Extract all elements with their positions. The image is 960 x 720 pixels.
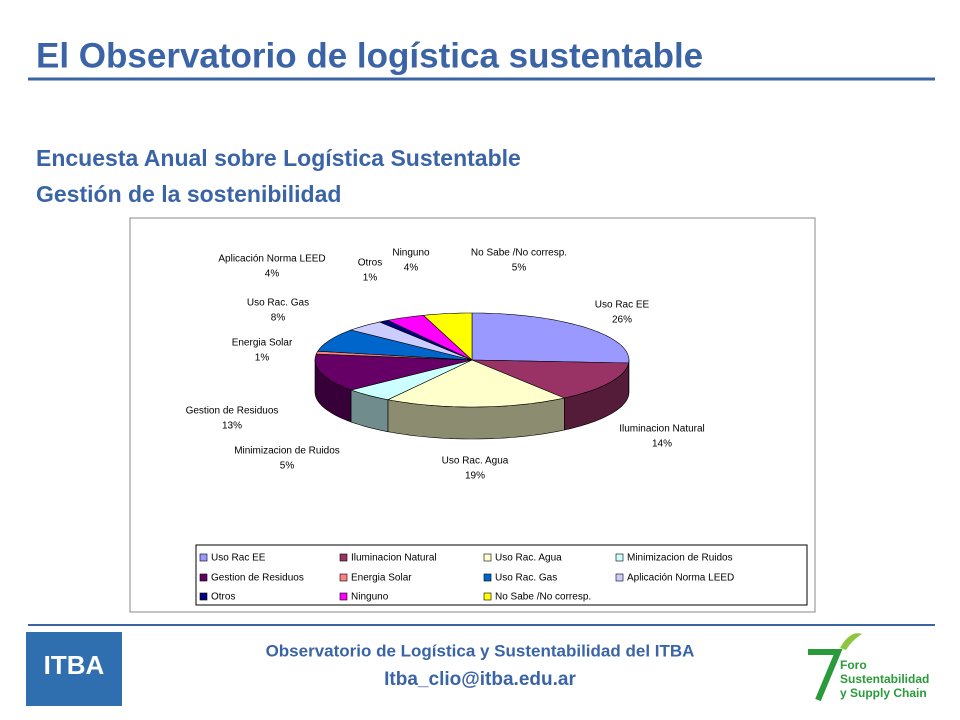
footer-email: Itba_clio@itba.edu.ar xyxy=(384,669,576,690)
pie-slice xyxy=(471,359,630,399)
legend-label: Uso Rac. Gas xyxy=(495,573,557,584)
subtitle: Gestión de la sostenibilidad xyxy=(36,181,341,207)
data-label-name: Uso Rac. Agua xyxy=(442,456,509,467)
legend-swatch xyxy=(199,553,208,562)
legend-label: Minimizacion de Ruidos xyxy=(627,553,733,564)
data-label-value: 4% xyxy=(265,269,280,280)
legend-swatch xyxy=(199,592,208,601)
data-label-value: 1% xyxy=(363,273,378,284)
data-label-value: 8% xyxy=(271,313,286,324)
slide-title: El Observatorio de logística sustentable xyxy=(36,36,703,75)
footer-text: Observatorio de Logística y Sustentabili… xyxy=(266,641,695,660)
itba-logo xyxy=(26,632,122,706)
data-label-value: 1% xyxy=(255,353,270,364)
pie-slice xyxy=(471,312,630,364)
data-label-name: Energia Solar xyxy=(232,338,293,349)
legend-swatch xyxy=(615,573,624,582)
pie-slice xyxy=(386,314,473,361)
legend-label: Energia Solar xyxy=(351,573,412,584)
data-label-name: Uso Rac. Gas xyxy=(247,298,309,309)
legend-label: Otros xyxy=(211,592,235,603)
legend-swatch xyxy=(483,573,492,582)
pie-slice xyxy=(314,353,473,391)
data-label-name: Otros xyxy=(358,258,382,269)
legend-label: Uso Rac. Agua xyxy=(495,553,562,564)
legend-label: No Sabe /No corresp. xyxy=(495,592,591,603)
data-label-value: 5% xyxy=(280,461,295,472)
data-label-name: Aplicación Norma LEED xyxy=(218,254,325,265)
legend-label: Aplicación Norma LEED xyxy=(627,573,734,584)
pie-slice xyxy=(317,329,473,361)
legend-swatch xyxy=(339,553,348,562)
pie-slice xyxy=(349,321,473,361)
foro-logo-text: Sustentabilidad xyxy=(840,672,929,686)
data-label-name: Gestion de Residuos xyxy=(186,406,279,417)
legend-swatch xyxy=(615,553,624,562)
legend-label: Gestion de Residuos xyxy=(211,573,304,584)
data-label-value: 5% xyxy=(512,263,527,274)
subtitle: Encuesta Anual sobre Logística Sustentab… xyxy=(36,145,521,171)
data-label-name: Minimizacion de Ruidos xyxy=(234,446,340,457)
pie-slice xyxy=(349,359,473,401)
foro-logo-leaf xyxy=(840,633,862,650)
data-label-value: 14% xyxy=(652,439,672,450)
pie: Uso Rac EE 26% Iluminacion Natural 14% Uso R… xyxy=(186,248,735,603)
data-label-name: No Sabe /No corresp. xyxy=(471,248,567,259)
data-label-value: 4% xyxy=(404,263,419,274)
legend-box xyxy=(195,544,808,606)
pie-slice xyxy=(386,359,566,408)
itba-logo-text: ITBA xyxy=(44,650,105,680)
legend-swatch xyxy=(483,592,492,601)
legend-swatch xyxy=(483,553,492,562)
legend-swatch xyxy=(339,573,348,582)
data-label-value: 13% xyxy=(222,421,242,432)
pie-slice xyxy=(422,312,473,361)
data-label-value: 19% xyxy=(465,471,485,482)
legend-label: Iluminacion Natural xyxy=(351,553,437,564)
legend-label: Ninguno xyxy=(351,592,389,603)
foro-logo-mark xyxy=(808,649,843,702)
foro-logo-text: y Supply Chain xyxy=(840,686,927,700)
data-label-name: Uso Rac EE xyxy=(595,300,650,311)
data-label-name: Iluminacion Natural xyxy=(619,424,705,435)
data-label-name: Ninguno xyxy=(392,248,430,259)
data-label-value: 26% xyxy=(612,315,632,326)
legend-label: Uso Rac EE xyxy=(211,553,266,564)
legend-swatch xyxy=(339,592,348,601)
foro-logo-text: Foro xyxy=(840,658,867,672)
legend-swatch xyxy=(199,573,208,582)
